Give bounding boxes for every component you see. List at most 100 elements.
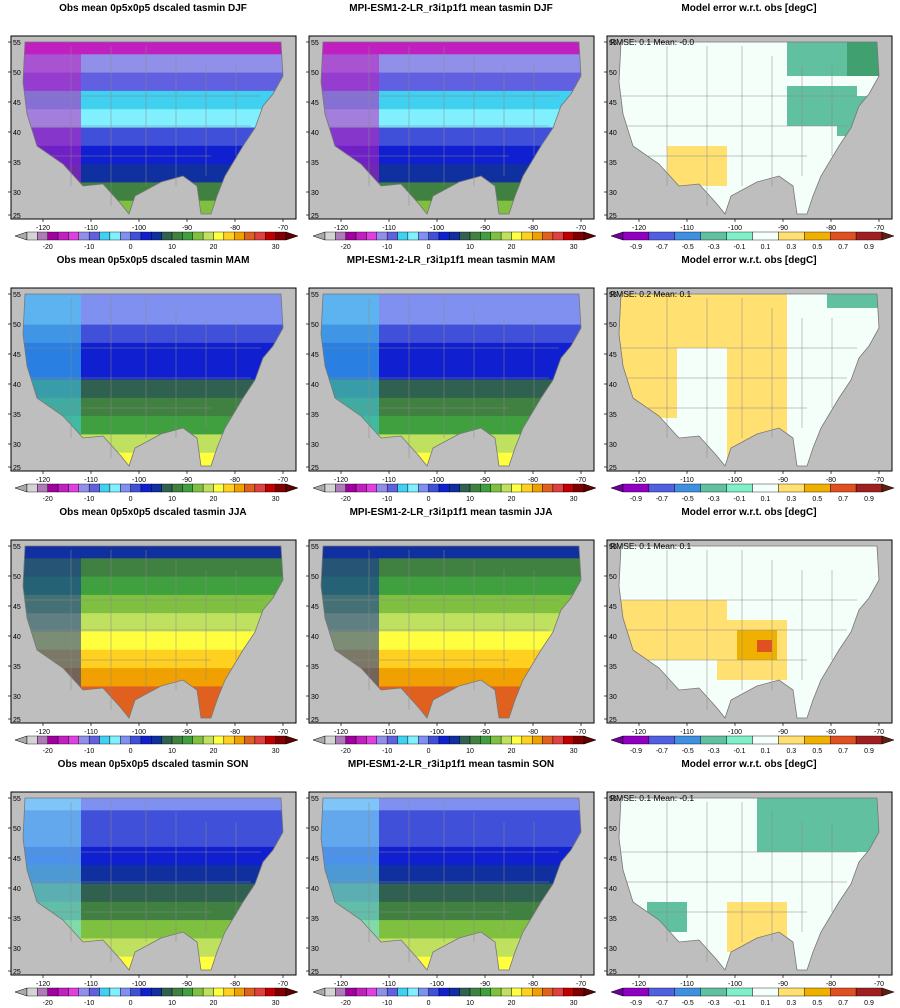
colorbar-swatch [324, 987, 336, 997]
colorbar-swatch [244, 735, 256, 745]
colorbar-swatch [521, 735, 533, 745]
lat-tick-label: 55 [609, 796, 617, 803]
panel-title: Model error w.r.t. obs [degC] [681, 255, 817, 266]
lon-tick-label: -80 [528, 225, 538, 232]
lon-tick-label: -70 [278, 981, 288, 988]
colorbar-under-arrow [312, 483, 326, 493]
colorbar-swatch [386, 987, 398, 997]
temperature-band [321, 109, 581, 129]
colorbar-swatch [68, 987, 79, 997]
colorbar-swatch [99, 987, 111, 997]
colorbar-swatch [521, 987, 533, 997]
colorbar-swatch [171, 735, 183, 745]
colorbar-swatch [726, 483, 753, 493]
lat-tick-label: 55 [13, 544, 21, 551]
country-border [320, 797, 582, 971]
lon-tick-label: -120 [334, 477, 348, 484]
colorbar-swatch [223, 231, 235, 241]
lon-tick-label: -80 [826, 477, 836, 484]
lon-tick-label: -120 [36, 729, 50, 736]
state-borders [323, 298, 559, 458]
colorbar: -0.9 -0.7 -0.5 -0.3 -0.1 0.1 0.3 0.5 0.7 0.9 [610, 987, 894, 1007]
colorbar-swatch [47, 231, 59, 241]
colorbar-swatch [700, 483, 727, 493]
colorbar-swatch [563, 483, 574, 493]
lat-tick-label: 45 [311, 100, 319, 107]
map-panel-err-jja: Model error w.r.t. obs [degC] -120 -110 -10… [604, 504, 894, 756]
map-frame [308, 35, 595, 220]
lat-tick-label: 30 [311, 442, 319, 449]
colorbar-swatch [171, 987, 183, 997]
temperature-band [23, 865, 283, 885]
temperature-band [23, 828, 283, 848]
map-panel-obs-mam: Obs mean 0p5x0p5 dscaled tasmin MAM -120-… [8, 252, 298, 504]
colorbar-label: 20 [508, 1000, 516, 1007]
map-panel-obs-djf: Obs mean 0p5x0p5 dscaled tasmin DJF -120-… [8, 0, 298, 252]
colorbar-swatch [324, 231, 336, 241]
colorbar-swatch [511, 231, 523, 241]
colorbar-swatch [37, 987, 48, 997]
colorbar-swatch [151, 987, 162, 997]
colorbar-swatch [376, 987, 388, 997]
colorbar-swatch [233, 483, 245, 493]
colorbar-label: 10 [466, 748, 474, 755]
colorbar-swatch [109, 231, 121, 241]
colorbar-swatch [140, 483, 152, 493]
colorbar-label: -0.5 [682, 244, 694, 251]
lat-tick-label: 25 [311, 213, 319, 220]
lat-tick-label: 25 [609, 465, 617, 472]
colorbar-label: -0.7 [656, 748, 668, 755]
colorbar-swatch [648, 483, 676, 493]
colorbar-swatch [202, 735, 214, 745]
colorbar-swatch [355, 987, 367, 997]
colorbar-swatch [622, 231, 650, 241]
lat-tick-label: 50 [609, 322, 617, 329]
lat-tick-label: 55 [13, 796, 21, 803]
colorbar-swatch [99, 483, 111, 493]
lat-tick-label: 35 [609, 412, 617, 419]
country-border [618, 293, 880, 467]
lat-tick-label: 25 [609, 969, 617, 976]
colorbar-swatch [386, 483, 398, 493]
lat-tick-label: 50 [311, 826, 319, 833]
temperature-band [321, 294, 581, 308]
colorbar-swatch [202, 987, 214, 997]
panel-title: MPI-ESM1-2-LR_r3i1p1f1 mean tasmin SON [347, 759, 555, 770]
lat-tick-label: 40 [609, 382, 617, 389]
colorbar-swatch [752, 987, 779, 997]
lat-tick-label: 40 [13, 886, 21, 893]
colorbar-swatch [459, 735, 471, 745]
colorbar-swatch [37, 231, 48, 241]
colorbar-swatch [542, 483, 554, 493]
colorbar-swatch [26, 987, 38, 997]
colorbar-swatch [490, 231, 502, 241]
lon-tick-label: -120 [632, 477, 646, 484]
lat-tick-label: 55 [311, 40, 319, 47]
colorbar-swatch [531, 231, 543, 241]
temperature-band [23, 546, 283, 560]
colorbar-swatch [778, 231, 805, 241]
colorbar-swatch [752, 483, 779, 493]
temperature-band [321, 649, 581, 670]
lat-tick-label: 40 [311, 634, 319, 641]
lon-tick-label: -80 [826, 225, 836, 232]
panel-title: MPI-ESM1-2-LR_r3i1p1f1 mean tasmin MAM [346, 255, 556, 266]
map-panel-model-jja: MPI-ESM1-2-LR_r3i1p1f1 mean tasmin JJA -1… [306, 504, 596, 756]
colorbar-under-arrow [14, 483, 28, 493]
colorbar-swatch [428, 987, 440, 997]
temperature-band [23, 294, 283, 308]
colorbar-label: -10 [382, 496, 392, 503]
colorbar-swatch [804, 987, 831, 997]
lat-tick-label: 45 [13, 100, 21, 107]
lat-tick-label: 25 [13, 465, 21, 472]
colorbar-swatch [511, 987, 523, 997]
colorbar-label: 0.9 [864, 244, 874, 251]
colorbar-swatch [552, 231, 564, 241]
state-borders [25, 298, 261, 458]
lon-tick-label: -100 [430, 729, 444, 736]
temperature-band [23, 798, 283, 812]
lon-tick-label: -120 [632, 225, 646, 232]
lat-tick-label: 25 [609, 717, 617, 724]
colorbar-label: 0 [427, 1000, 431, 1007]
